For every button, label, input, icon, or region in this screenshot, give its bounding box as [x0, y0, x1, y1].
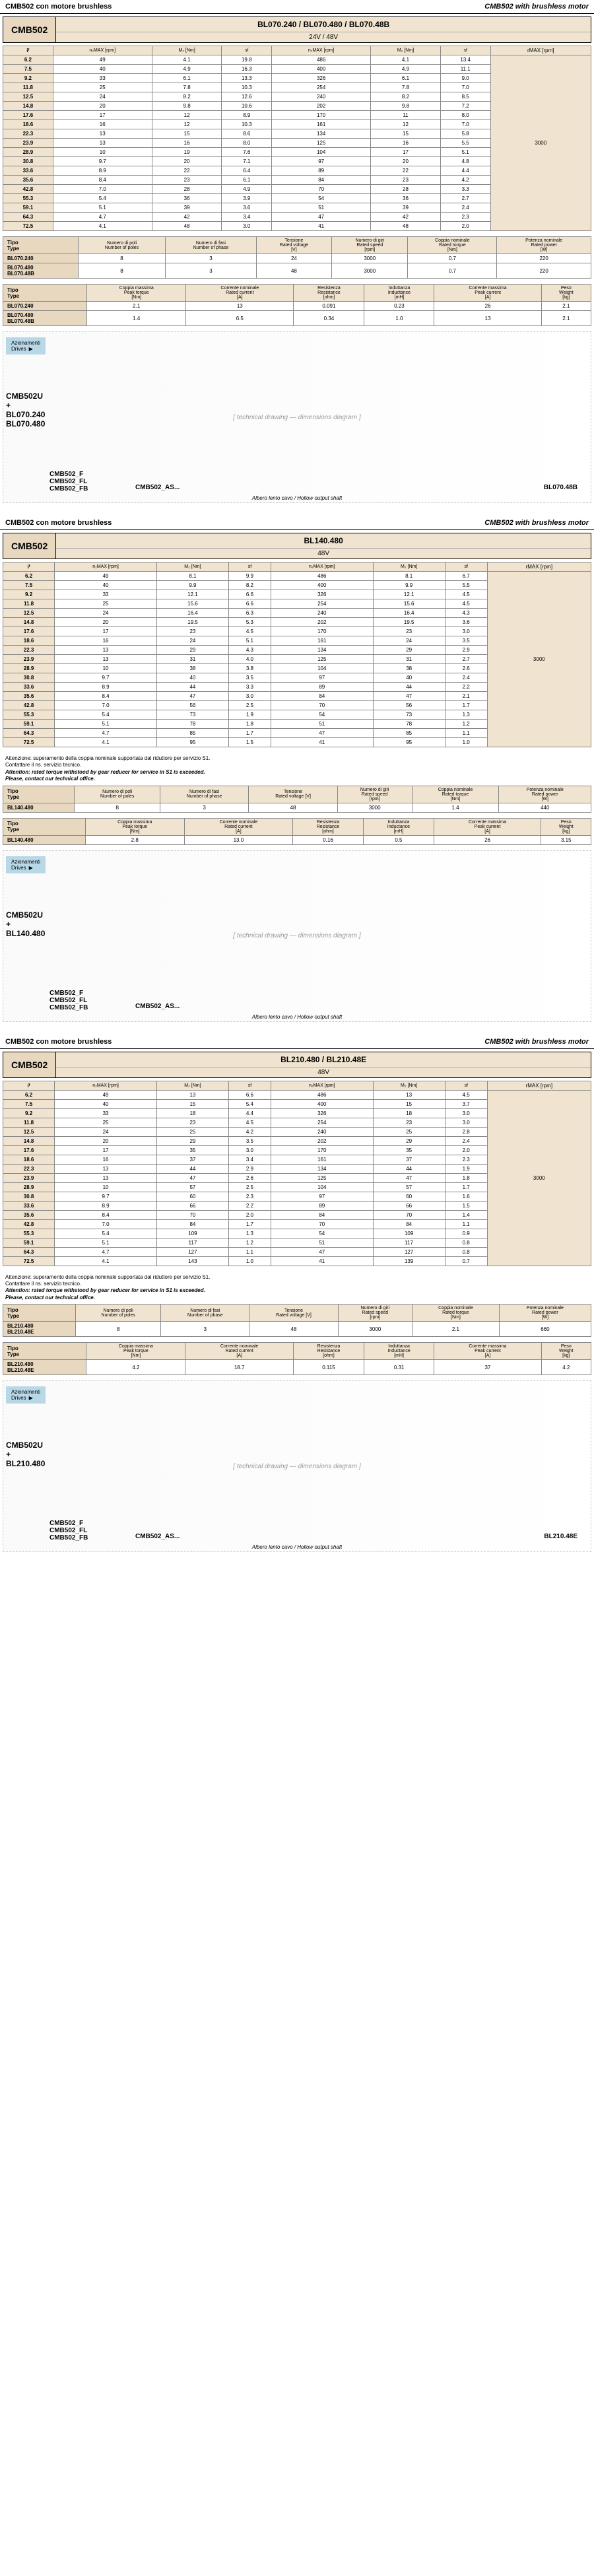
drawing-placeholder: [ technical drawing — dimensions diagram…	[233, 1463, 360, 1470]
variants-label: CMB502_FCMB502_FLCMB502_FB	[50, 990, 88, 1011]
spec-table: TipoTypeCoppia massimaPeak torque[Nm]Cor…	[3, 818, 591, 845]
model-label: CMB502	[3, 533, 56, 559]
spec-row: BL070.2402.1130.0910.23262.1	[3, 302, 591, 311]
model-title: BL140.480	[56, 533, 591, 549]
spec-table: TipoTypeNumero di poliNumber of polesNum…	[3, 786, 591, 813]
drives-label: AzionamentiDrives	[6, 856, 46, 873]
spec-row: BL070.240832430000.7220	[3, 254, 591, 263]
header-right: CMB502 with brushless motor	[484, 3, 589, 11]
section-header: CMB502 con motore brushless CMB502 with b…	[0, 516, 594, 530]
variants-label: CMB502_FCMB502_FLCMB502_FB	[50, 1520, 88, 1542]
note: Attenzione: superamento della coppia nom…	[0, 753, 594, 786]
spec-row: BL070.480BL070.48B1.46.50.341.0132.1	[3, 311, 591, 326]
performance-table: iᶠn₂MAX [rpm]M₂ [Nm]sfn₂MAX [rpm]M₂ [Nm]…	[3, 562, 591, 747]
technical-drawing: AzionamentiDrives CMB502U+BL210.480 CMB502…	[3, 1380, 591, 1552]
technical-drawing: AzionamentiDrives CMB502U+BL140.480 CMB502…	[3, 850, 591, 1022]
diagram-caption: Albero lento cavo / Hollow output shaft	[252, 495, 343, 501]
voltage-label: 24V / 48V	[56, 32, 591, 42]
voltage-label: 48V	[56, 1068, 591, 1077]
variants-label: CMB502_FCMB502_FLCMB502_FB	[50, 471, 88, 492]
model-label: CMB502	[3, 17, 56, 43]
right-label: BL070.48B	[544, 484, 578, 491]
table-row: 6.249136.6486134.53000	[3, 1090, 591, 1099]
drawing-placeholder: [ technical drawing — dimensions diagram…	[233, 414, 360, 421]
right-label: BL210.48E	[544, 1533, 578, 1540]
spec-row: BL210.480BL210.48E834830002.1660	[3, 1322, 591, 1337]
spec-row: BL140.480834830001.4440	[3, 803, 591, 812]
spec-table: TipoTypeCoppia massimaPeak torque[Nm]Cor…	[3, 284, 591, 326]
product-label: CMB502U+BL210.480	[6, 1441, 45, 1468]
header-left: CMB502 con motore brushless	[5, 519, 112, 527]
diagram-caption: Albero lento cavo / Hollow output shaft	[252, 1014, 343, 1020]
header-left: CMB502 con motore brushless	[5, 3, 112, 11]
header-right: CMB502 with brushless motor	[484, 1038, 589, 1046]
performance-table: iᶠn₂MAX [rpm]M₂ [Nm]sfn₂MAX [rpm]M₂ [Nm]…	[3, 46, 591, 231]
spec-table: TipoTypeNumero di poliNumber of polesNum…	[3, 236, 591, 279]
performance-table: iᶠn₂MAX [rpm]M₂ [Nm]sfn₂MAX [rpm]M₂ [Nm]…	[3, 1081, 591, 1266]
spec-row: BL140.4802.813.00.160.5263.15	[3, 835, 591, 844]
middle-label: CMB502_AS...	[135, 1003, 180, 1010]
table-row: 6.2498.19.94868.16.73000	[3, 572, 591, 581]
spec-row: BL210.480BL210.48E4.218.70.1150.31374.2	[3, 1360, 591, 1375]
diagram-caption: Albero lento cavo / Hollow output shaft	[252, 1544, 343, 1550]
model-label: CMB502	[3, 1052, 56, 1078]
note: Attenzione: superamento della coppia nom…	[0, 1271, 594, 1305]
header-left: CMB502 con motore brushless	[5, 1038, 112, 1046]
spec-row: BL070.480BL070.48B834830000.7220	[3, 263, 591, 279]
product-label: CMB502U+BL070.240BL070.480	[6, 391, 45, 428]
spec-table: TipoTypeNumero di poliNumber of polesNum…	[3, 1304, 591, 1337]
technical-drawing: AzionamentiDrives CMB502U+BL070.240BL070.…	[3, 331, 591, 503]
drives-label: AzionamentiDrives	[6, 337, 46, 355]
table-row: 6.2494.119.84864.113.43000	[3, 55, 591, 65]
spec-table: TipoTypeCoppia massimaPeak torque[Nm]Cor…	[3, 1342, 591, 1375]
model-title: BL210.480 / BL210.48E	[56, 1052, 591, 1068]
section-header: CMB502 con motore brushless CMB502 with b…	[0, 1035, 594, 1049]
drives-label: AzionamentiDrives	[6, 1386, 46, 1404]
model-title: BL070.240 / BL070.480 / BL070.48B	[56, 17, 591, 32]
middle-label: CMB502_AS...	[135, 1533, 180, 1540]
section-header: CMB502 con motore brushless CMB502 with b…	[0, 0, 594, 14]
middle-label: CMB502_AS...	[135, 484, 180, 491]
product-label: CMB502U+BL140.480	[6, 910, 45, 938]
drawing-placeholder: [ technical drawing — dimensions diagram…	[233, 932, 360, 939]
voltage-label: 48V	[56, 549, 591, 559]
header-right: CMB502 with brushless motor	[484, 519, 589, 527]
